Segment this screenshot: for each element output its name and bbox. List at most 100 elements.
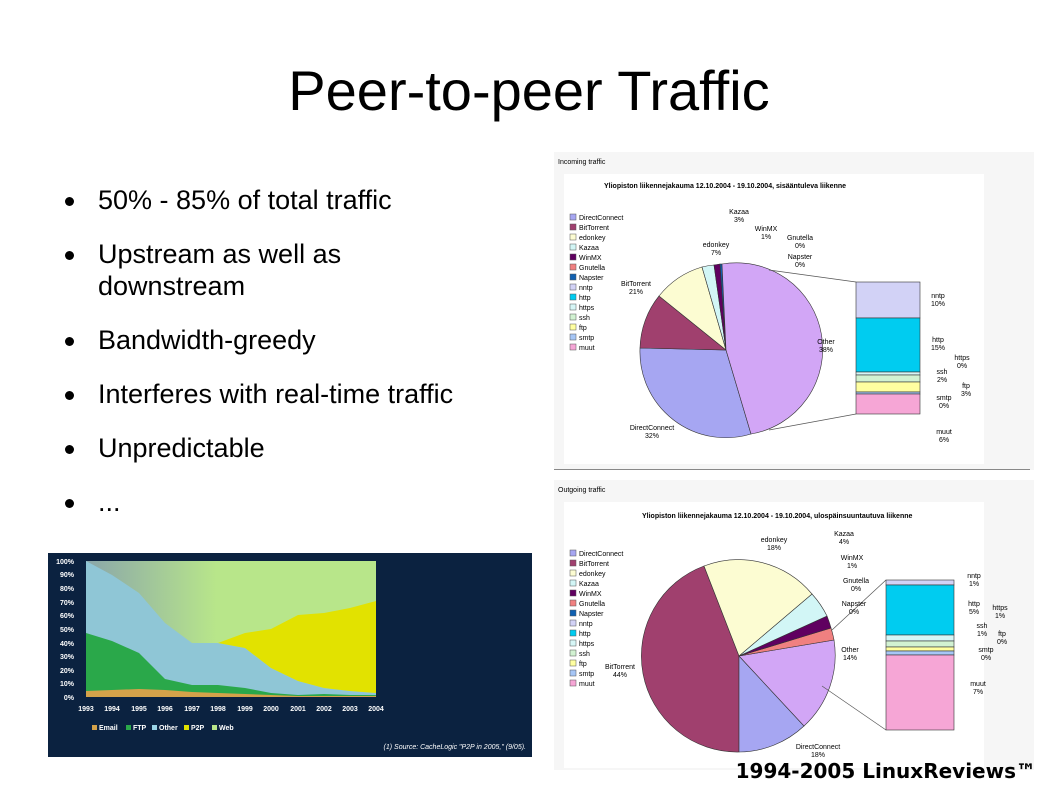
outgoing-heading: Outgoing traffic <box>558 487 606 494</box>
svg-text:Kazaa: Kazaa <box>579 245 599 252</box>
svg-text:nntp: nntp <box>579 621 593 628</box>
svg-text:14%: 14% <box>843 655 857 662</box>
svg-text:18%: 18% <box>767 545 781 552</box>
y-tick-label: 80% <box>60 586 75 593</box>
x-tick-label: 2004 <box>368 706 384 713</box>
x-tick-label: 1999 <box>237 706 253 713</box>
svg-text:3%: 3% <box>734 217 744 224</box>
svg-text:nntp: nntp <box>579 285 593 292</box>
svg-text:edonkey: edonkey <box>761 537 788 544</box>
svg-text:Gnutella: Gnutella <box>579 265 605 272</box>
svg-text:Other: Other <box>841 647 859 654</box>
bullet-dot-icon <box>65 499 74 508</box>
slice-edonkey <box>703 559 813 657</box>
area-chart-panel: 0% 10% 20% 30% 40% 50% 60% 70% 80% 90% 1… <box>48 553 532 757</box>
panel-divider <box>554 469 1030 470</box>
y-tick-label: 30% <box>60 654 75 661</box>
svg-text:edonkey: edonkey <box>579 235 606 242</box>
x-tick-label: 1995 <box>131 706 147 713</box>
svg-text:edonkey: edonkey <box>579 571 606 578</box>
svg-text:http: http <box>579 631 591 638</box>
y-tick-label: 0% <box>64 695 75 702</box>
svg-text:Gnutella: Gnutella <box>579 601 605 608</box>
svg-text:ftp: ftp <box>579 661 587 668</box>
svg-text:WinMX: WinMX <box>579 591 602 598</box>
outgoing-legend: DirectConnect BitTorrent edonkey Kazaa W… <box>569 549 623 688</box>
bullet-dot-icon <box>65 391 74 400</box>
slice-bittorrent <box>641 565 740 753</box>
y-tick-label: 90% <box>60 572 75 579</box>
svg-text:Other: Other <box>817 339 835 346</box>
outgoing-chart: Outgoing traffic Yliopiston liikennejaka… <box>558 487 1008 768</box>
incoming-pie <box>639 262 824 438</box>
svg-text:ftp: ftp <box>998 631 1006 638</box>
svg-text:Kazaa: Kazaa <box>579 581 599 588</box>
x-tick-label: 2000 <box>263 706 279 713</box>
svg-text:nntp: nntp <box>967 573 981 580</box>
bullet-dot-icon <box>65 197 74 206</box>
svg-text:Napster: Napster <box>842 601 867 608</box>
svg-text:1%: 1% <box>977 631 987 638</box>
svg-text:WinMX: WinMX <box>755 226 778 233</box>
incoming-heading: Incoming traffic <box>558 159 606 166</box>
x-ticks: 1993 1994 1995 1996 1997 1998 1999 2000 … <box>78 706 384 713</box>
legend-label: FTP <box>133 725 147 732</box>
svg-text:BitTorrent: BitTorrent <box>621 281 651 288</box>
x-tick-label: 2003 <box>342 706 358 713</box>
email-area <box>86 689 376 697</box>
svg-text:18%: 18% <box>811 752 825 759</box>
svg-text:edonkey: edonkey <box>703 242 730 249</box>
svg-text:https: https <box>579 641 595 648</box>
svg-text:5%: 5% <box>969 609 979 616</box>
svg-text:0%: 0% <box>851 586 861 593</box>
svg-text:32%: 32% <box>645 433 659 440</box>
outgoing-other-bar <box>885 579 955 731</box>
outgoing-panel: Outgoing traffic Yliopiston liikennejaka… <box>554 480 1034 770</box>
svg-text:7%: 7% <box>973 689 983 696</box>
bullet-dot-icon <box>65 251 74 260</box>
svg-text:smtp: smtp <box>978 647 993 654</box>
svg-text:2%: 2% <box>937 377 947 384</box>
bullet-item: ... <box>62 486 542 518</box>
svg-text:Gnutella: Gnutella <box>843 578 869 585</box>
svg-text:ssh: ssh <box>579 315 590 322</box>
incoming-other-bar <box>855 281 921 415</box>
area-chart: 0% 10% 20% 30% 40% 50% 60% 70% 80% 90% 1… <box>56 559 527 751</box>
svg-text:DirectConnect: DirectConnect <box>630 425 674 432</box>
bullet-dot-icon <box>65 445 74 454</box>
x-tick-label: 1998 <box>210 706 226 713</box>
source-note: (1) Source: CacheLogic "P2P in 2005," (9… <box>384 744 527 751</box>
legend-label: Web <box>219 725 234 732</box>
y-tick-label: 10% <box>60 681 75 688</box>
svg-text:10%: 10% <box>931 301 945 308</box>
svg-text:3%: 3% <box>961 391 971 398</box>
p2p-area <box>218 601 376 693</box>
svg-text:http: http <box>968 601 980 608</box>
svg-text:Napster: Napster <box>579 611 604 618</box>
incoming-panel: Incoming traffic Yliopiston liikennejaka… <box>554 152 1034 470</box>
svg-text:Napster: Napster <box>579 275 604 282</box>
legend-swatch-p2p <box>184 725 189 730</box>
bullet-list: 50% - 85% of total traffic Upstream as w… <box>62 184 542 540</box>
slide-title: Peer-to-peer Traffic <box>288 59 770 122</box>
svg-text:38%: 38% <box>819 347 833 354</box>
y-tick-label: 20% <box>60 668 75 675</box>
other-area <box>86 561 376 697</box>
svg-text:BitTorrent: BitTorrent <box>579 225 609 232</box>
bullet-item: Bandwidth-greedy <box>62 324 542 356</box>
slice-directconnect <box>738 655 805 753</box>
y-ticks: 0% 10% 20% 30% 40% 50% 60% 70% 80% 90% 1… <box>56 559 75 702</box>
y-tick-label: 60% <box>60 613 75 620</box>
svg-text:1%: 1% <box>969 581 979 588</box>
area-legend: Email FTP Other P2P Web <box>92 725 234 732</box>
svg-text:ssh: ssh <box>937 369 948 376</box>
x-tick-label: 1993 <box>78 706 94 713</box>
svg-text:smtp: smtp <box>579 335 594 342</box>
x-tick-label: 2002 <box>316 706 332 713</box>
slice-other <box>738 639 836 727</box>
y-tick-label: 70% <box>60 600 75 607</box>
svg-text:0%: 0% <box>849 609 859 616</box>
